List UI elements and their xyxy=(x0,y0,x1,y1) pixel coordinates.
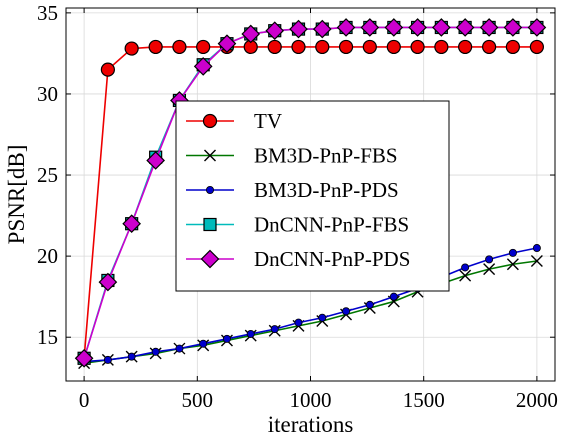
data-point-dncnn-pnp-pds xyxy=(527,18,547,37)
x-marker-stroke xyxy=(459,269,472,282)
x-tick-label: 0 xyxy=(79,388,90,412)
legend-label: DnCNN-PnP-PDS xyxy=(254,247,410,271)
legend-label: BM3D-PnP-PDS xyxy=(254,178,399,202)
data-point-bm3d-pnp-pds xyxy=(127,352,136,361)
data-point-bm3d-pnp-pds xyxy=(342,307,351,316)
data-point-dncnn-pnp-pds xyxy=(360,18,380,37)
data-point-tv xyxy=(529,39,544,55)
x-tick-labels: 0 500 1000 1500 2000 xyxy=(79,388,558,412)
x-marker-stroke xyxy=(483,263,496,276)
data-point-bm3d-pnp-fbs xyxy=(459,269,472,282)
legend: TV BM3D-PnP-FBS BM3D-PnP-PDS DnCNN-PnP-FBS D… xyxy=(175,100,450,292)
data-point-tv xyxy=(458,39,473,55)
data-point-dncnn-pnp-pds xyxy=(503,18,523,37)
data-point-bm3d-pnp-pds xyxy=(151,347,160,356)
legend-label: TV xyxy=(254,109,282,133)
data-point-bm3d-pnp-pds xyxy=(103,355,112,364)
series-line-bm3d-pnp-fbs xyxy=(84,260,537,364)
x-tick-label: 500 xyxy=(182,388,214,412)
legend-marker xyxy=(203,217,217,232)
y-tick-label: 15 xyxy=(37,325,58,349)
data-point-dncnn-pnp-pds xyxy=(336,18,356,37)
data-point-tv xyxy=(338,39,354,55)
data-point-dncnn-pnp-pds xyxy=(193,57,213,76)
x-tick-label: 2000 xyxy=(516,388,558,412)
series-bm3d-pnp-pds xyxy=(80,244,541,366)
data-point-bm3d-pnp-pds xyxy=(199,339,208,348)
data-point-bm3d-pnp-fbs xyxy=(506,258,519,271)
data-point-tv xyxy=(291,39,306,55)
data-point-bm3d-pnp-pds xyxy=(175,344,184,353)
legend-marker xyxy=(205,185,214,194)
data-point-dncnn-pnp-pds xyxy=(312,19,332,39)
data-point-dncnn-pnp-pds xyxy=(408,18,427,37)
legend-label: DnCNN-PnP-FBS xyxy=(254,213,409,237)
data-point-tv xyxy=(386,39,401,55)
data-point-dncnn-pnp-pds xyxy=(241,24,261,44)
data-point-tv xyxy=(172,39,187,55)
data-point-bm3d-pnp-pds xyxy=(508,248,517,257)
legend-marker xyxy=(204,149,216,162)
data-point-tv xyxy=(196,39,211,55)
data-point-bm3d-pnp-pds xyxy=(270,325,279,334)
data-point-bm3d-pnp-pds xyxy=(461,263,470,272)
data-point-dncnn-pnp-pds xyxy=(432,18,451,37)
legend-marker xyxy=(202,113,218,129)
x-tick-label: 1500 xyxy=(403,388,445,412)
data-point-dncnn-pnp-pds xyxy=(455,18,475,37)
x-tick-label: 1000 xyxy=(290,388,332,412)
data-point-tv xyxy=(100,62,115,77)
data-point-dncnn-pnp-pds xyxy=(217,34,237,54)
y-axis-label: PSNR[dB] xyxy=(4,145,29,245)
y-tick-label: 35 xyxy=(37,1,58,25)
data-point-tv xyxy=(482,39,497,55)
data-point-bm3d-pnp-pds xyxy=(389,292,398,301)
data-point-dncnn-pnp-pds xyxy=(146,151,165,170)
data-point-dncnn-pnp-pds xyxy=(74,348,94,368)
legend-entry: BM3D-PnP-PDS xyxy=(186,178,399,202)
y-tick-label: 30 xyxy=(37,82,58,106)
data-point-dncnn-pnp-pds xyxy=(265,21,285,41)
data-point-dncnn-pnp-pds xyxy=(384,18,404,37)
x-marker-stroke xyxy=(530,254,543,267)
legend-entry: DnCNN-PnP-FBS xyxy=(186,213,409,237)
data-point-tv xyxy=(315,39,330,55)
data-point-dncnn-pnp-pds xyxy=(289,19,308,39)
series-layer xyxy=(74,18,547,370)
data-point-bm3d-pnp-pds xyxy=(294,318,303,327)
data-point-tv xyxy=(267,39,282,55)
axis-ticks xyxy=(66,8,555,381)
data-point-tv xyxy=(124,41,139,56)
data-point-bm3d-pnp-fbs xyxy=(483,263,496,276)
data-point-bm3d-pnp-fbs xyxy=(530,254,543,267)
data-point-tv xyxy=(410,39,425,55)
data-point-bm3d-pnp-pds xyxy=(365,300,374,309)
data-point-bm3d-pnp-pds xyxy=(246,329,255,338)
data-point-tv xyxy=(362,39,377,55)
legend-entry: BM3D-PnP-FBS xyxy=(186,144,398,168)
x-marker-stroke xyxy=(506,258,519,271)
x-marker-stroke xyxy=(204,149,216,162)
legend-entry: TV xyxy=(186,109,282,133)
data-point-bm3d-pnp-pds xyxy=(532,244,541,253)
data-point-bm3d-pnp-pds xyxy=(222,334,231,343)
data-point-tv xyxy=(434,39,449,55)
y-tick-label: 25 xyxy=(37,163,58,187)
data-point-bm3d-pnp-pds xyxy=(318,313,327,322)
data-point-dncnn-pnp-pds xyxy=(98,272,118,292)
data-point-tv xyxy=(148,39,163,55)
data-point-dncnn-pnp-pds xyxy=(122,214,142,234)
data-point-dncnn-pnp-pds xyxy=(479,18,499,37)
y-tick-label: 20 xyxy=(37,244,58,268)
legend-label: BM3D-PnP-FBS xyxy=(254,144,398,168)
data-point-tv xyxy=(505,39,520,55)
legend-entry: DnCNN-PnP-PDS xyxy=(186,247,410,271)
data-point-bm3d-pnp-pds xyxy=(485,255,494,264)
x-axis-label: iterations xyxy=(268,412,354,437)
y-tick-labels: 15 20 25 30 35 xyxy=(37,1,58,349)
legend-marker xyxy=(200,249,220,269)
